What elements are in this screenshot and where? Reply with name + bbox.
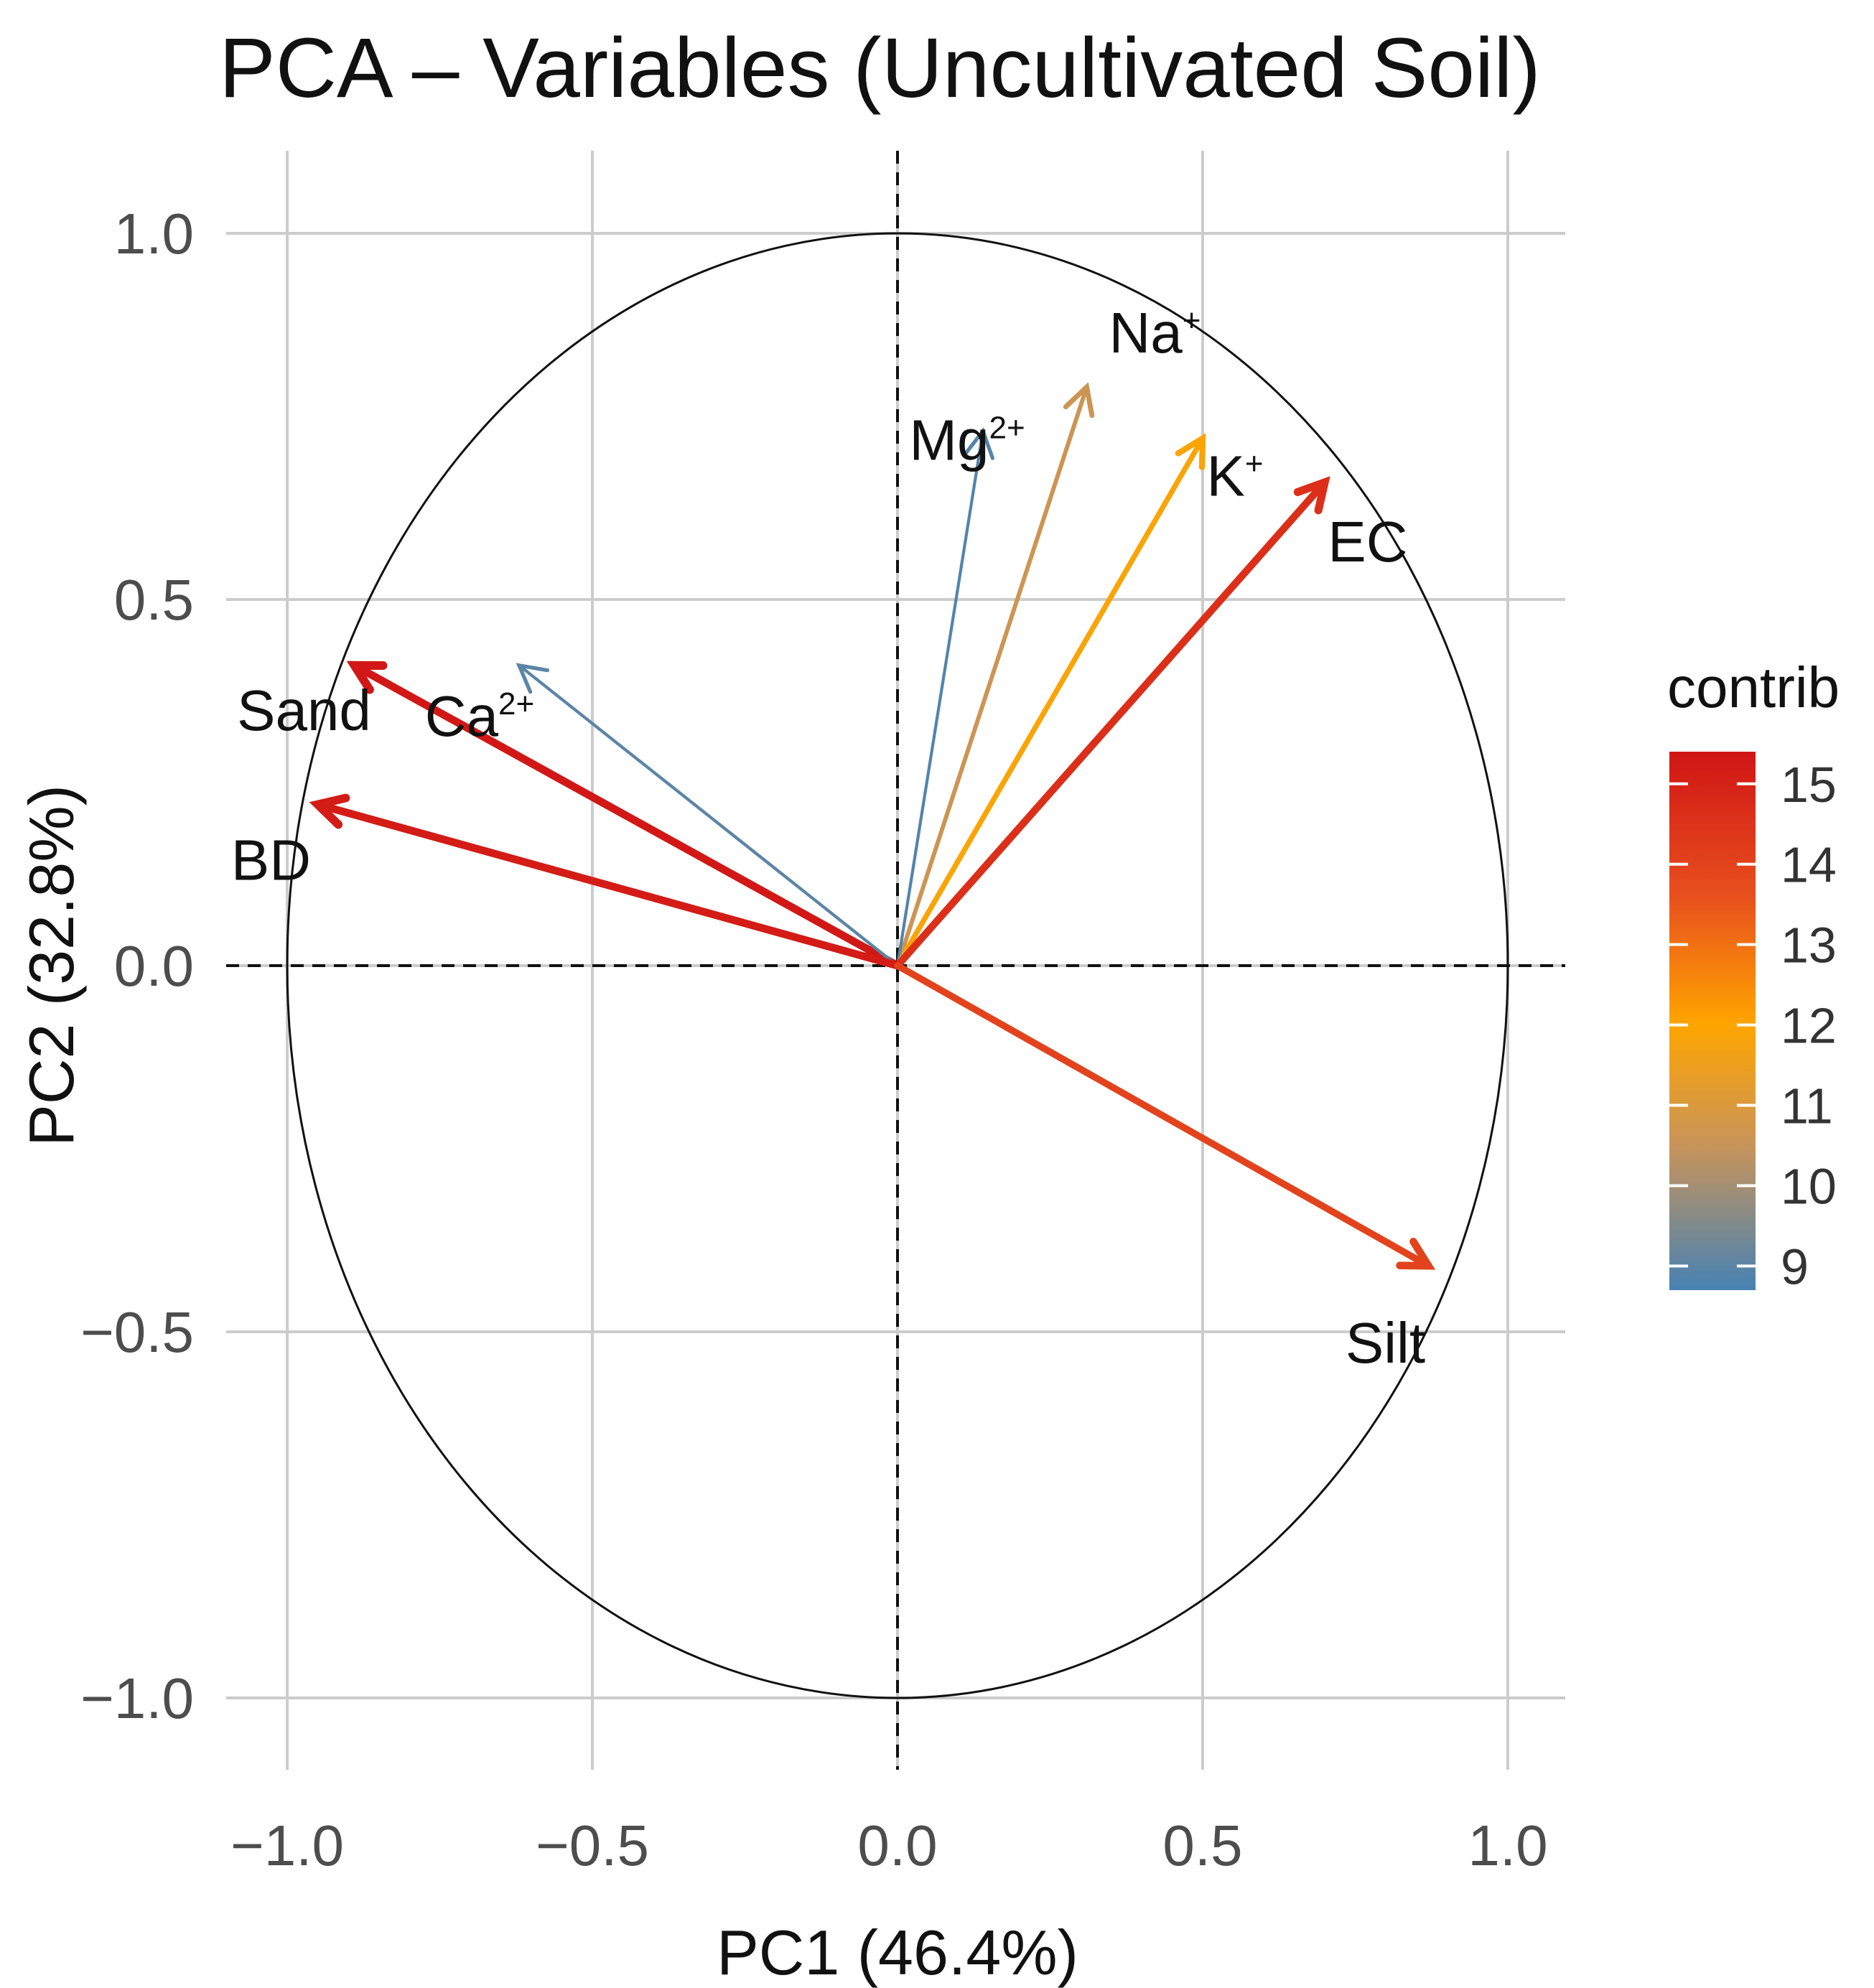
y-tick-label: −1.0 xyxy=(80,1666,194,1730)
legend-ticks: 9 10 11 12 13 14 15 xyxy=(1669,757,1837,1294)
legend-tick-label: 11 xyxy=(1781,1078,1833,1134)
x-axis-ticks: −1.0 −0.5 0.0 0.5 1.0 xyxy=(230,1814,1548,1877)
label-silt: Silt xyxy=(1346,1311,1425,1375)
legend-tick-label: 12 xyxy=(1781,998,1837,1054)
x-tick-label: −0.5 xyxy=(536,1814,649,1877)
arrow-ca xyxy=(516,663,900,968)
label-bd: BD xyxy=(231,829,311,892)
label-mg: Mg2+ xyxy=(909,408,1025,472)
x-axis-title: PC1 (46.4%) xyxy=(717,1917,1078,1988)
arrow-silt xyxy=(894,962,1436,1270)
arrow-ec xyxy=(893,476,1330,970)
y-tick-label: 1.0 xyxy=(114,202,194,266)
arrow-k xyxy=(895,433,1206,969)
contrib-legend: contrib 9 10 11 12 13 14 15 xyxy=(1667,655,1840,1294)
x-tick-label: 1.0 xyxy=(1468,1814,1547,1877)
arrow-sand xyxy=(346,661,902,970)
chart-title: PCA – Variables (Uncultivated Soil) xyxy=(219,21,1541,116)
y-tick-label: −0.5 xyxy=(80,1300,194,1364)
arrow-na xyxy=(895,382,1095,968)
label-na: Na+ xyxy=(1109,301,1201,365)
legend-tick-label: 9 xyxy=(1781,1238,1809,1294)
y-tick-label: 0.0 xyxy=(114,934,194,998)
legend-color-bar xyxy=(1669,752,1756,1290)
y-axis-title: PC2 (32.8%) xyxy=(16,785,87,1147)
y-tick-label: 0.5 xyxy=(114,568,194,632)
variable-labels: Na+ Mg2+ K+ EC Sand Ca2+ BD Silt xyxy=(231,301,1425,1375)
arrow-mg xyxy=(895,427,995,968)
y-axis-ticks: −1.0 −0.5 0.0 0.5 1.0 xyxy=(80,202,194,1730)
legend-tick-label: 10 xyxy=(1781,1158,1837,1214)
legend-title: contrib xyxy=(1667,655,1840,719)
x-tick-label: −1.0 xyxy=(230,1814,344,1877)
label-sand: Sand xyxy=(237,678,371,742)
x-tick-label: 0.0 xyxy=(857,1814,937,1877)
variable-arrows xyxy=(309,382,1436,1270)
label-ec: EC xyxy=(1328,510,1407,574)
legend-tick-label: 13 xyxy=(1781,918,1837,974)
legend-tick-label: 15 xyxy=(1781,757,1837,813)
arrow-bd xyxy=(309,793,902,970)
label-ca: Ca2+ xyxy=(425,684,534,748)
x-tick-label: 0.5 xyxy=(1162,1814,1242,1877)
legend-tick-label: 14 xyxy=(1781,837,1837,893)
label-k: K+ xyxy=(1206,444,1263,508)
